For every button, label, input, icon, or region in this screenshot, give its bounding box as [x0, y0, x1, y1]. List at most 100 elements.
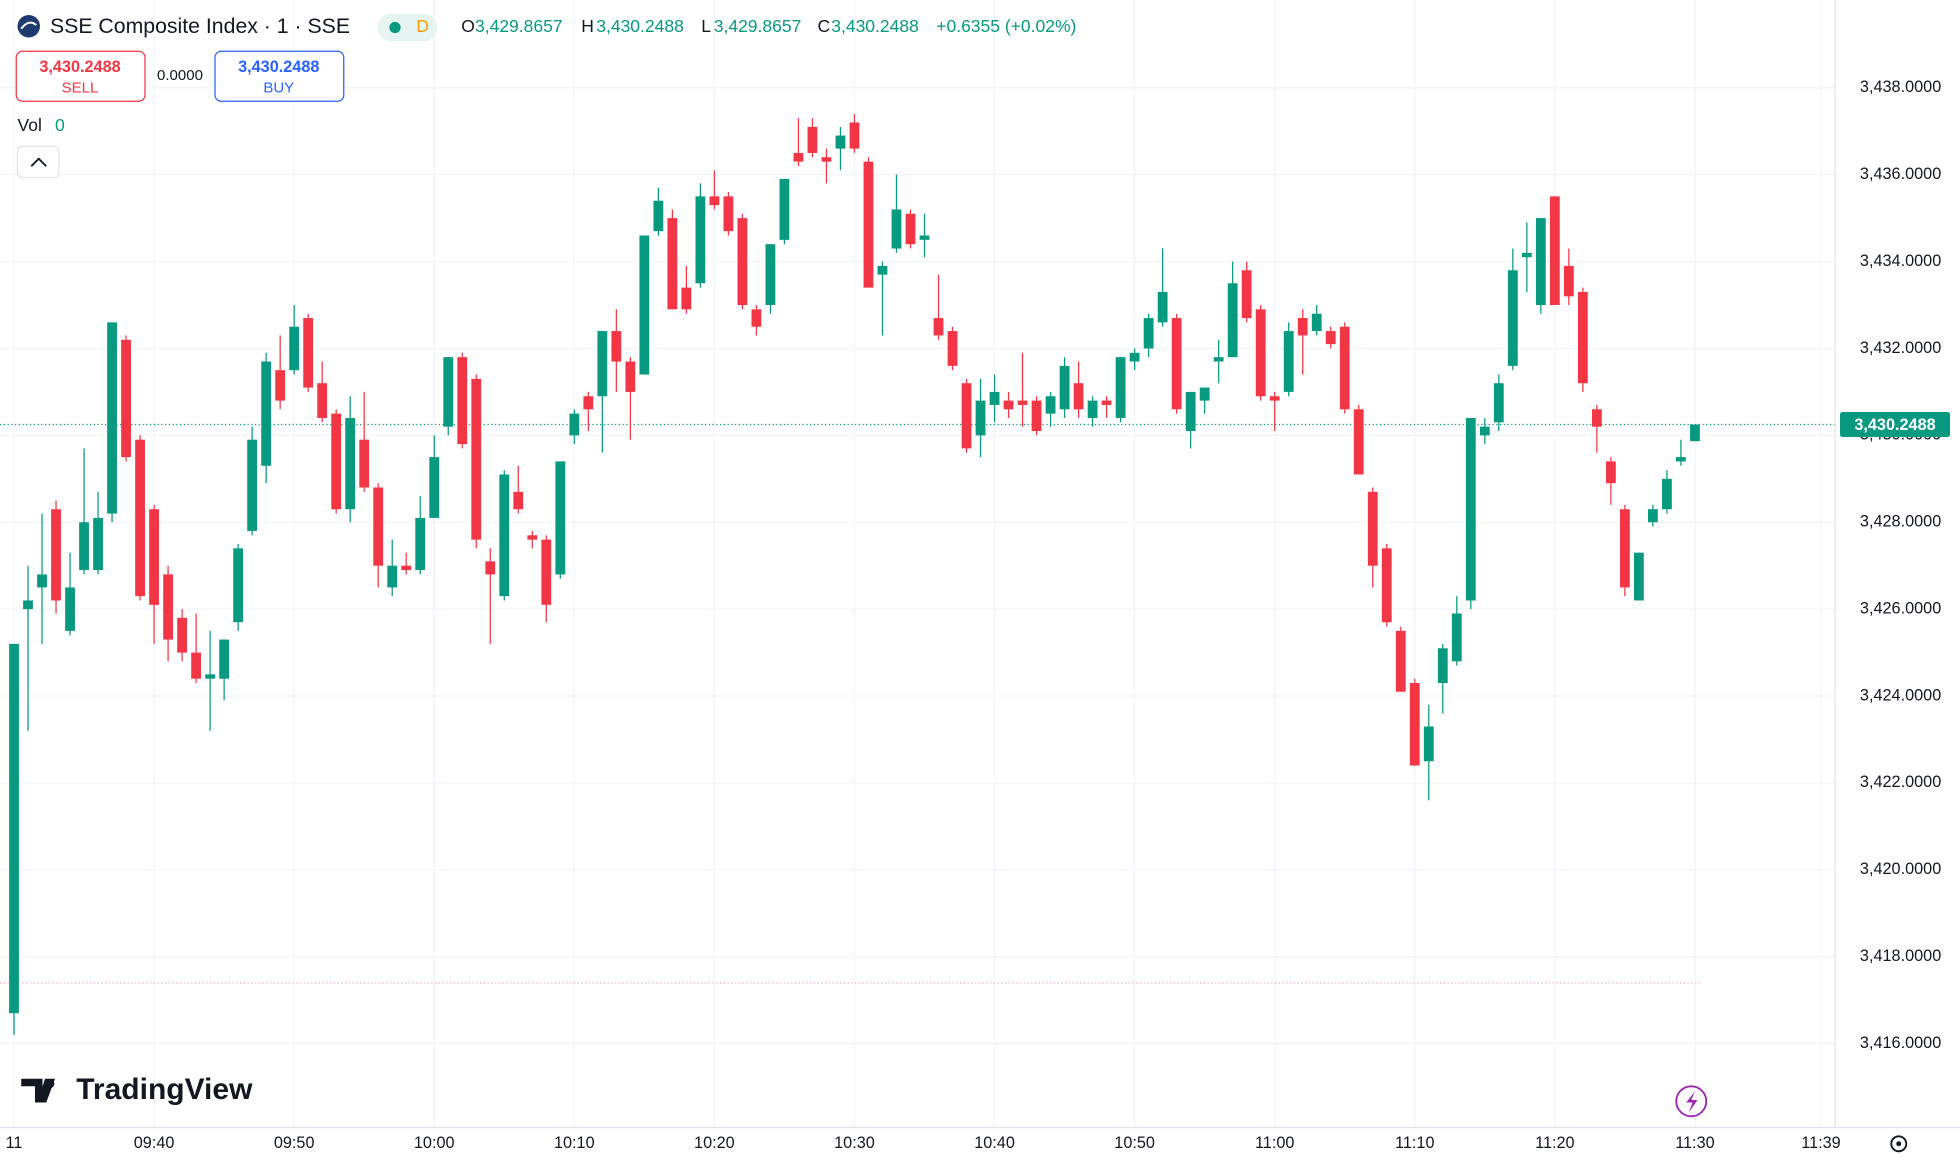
candle-body	[1171, 318, 1182, 410]
candle-body	[681, 287, 692, 310]
candle-body	[303, 318, 314, 388]
y-tick-label: 3,428.0000	[1860, 513, 1941, 531]
candle-body	[933, 318, 944, 336]
y-tick-label: 3,422.0000	[1860, 773, 1941, 791]
candle-body	[583, 396, 594, 410]
candle-body	[471, 378, 482, 540]
candle-body	[23, 600, 33, 610]
x-tick-label: 10:20	[694, 1134, 735, 1152]
y-tick-label: 3,432.0000	[1860, 339, 1941, 357]
candle-body	[443, 357, 454, 427]
candle-body	[1549, 196, 1560, 306]
candle-body	[1241, 270, 1252, 319]
candle-body	[989, 391, 1000, 405]
candle-body	[1213, 357, 1224, 362]
x-tick-label: 11:10	[1395, 1134, 1434, 1152]
candle-body	[905, 213, 916, 245]
candle-body	[149, 509, 159, 605]
status-dot	[389, 21, 401, 34]
candle-body	[1017, 400, 1028, 405]
x-tick-label: 11:20	[1535, 1134, 1574, 1152]
candle-body	[1129, 352, 1140, 362]
market-status: D	[416, 16, 429, 36]
buy-button[interactable]	[214, 50, 345, 102]
x-tick-label: 11:39	[1801, 1134, 1840, 1152]
candle-body	[1045, 396, 1056, 414]
candle-body	[695, 196, 706, 284]
candle-body	[1059, 365, 1070, 410]
candle-body	[611, 331, 622, 362]
collapse-button[interactable]	[16, 145, 60, 179]
buy-price: 3,430.2488	[238, 58, 319, 76]
candle-body	[9, 643, 19, 1014]
candle-body	[1395, 630, 1406, 692]
settings-button[interactable]	[1890, 1135, 1908, 1153]
x-tick-label: 09:40	[134, 1134, 175, 1152]
candle-body	[163, 574, 173, 640]
candle-body	[373, 487, 384, 566]
symbol-title[interactable]: SSE Composite Index · 1 · SSE	[50, 14, 350, 38]
candle-body	[877, 265, 888, 275]
candle-body	[1647, 509, 1658, 523]
candle-body	[1690, 424, 1700, 442]
candle-body	[345, 417, 356, 510]
candle-body	[317, 383, 328, 418]
candle-body	[191, 652, 202, 679]
candle-body	[1227, 283, 1238, 358]
candle-body	[597, 331, 608, 397]
symbol-logo-mark	[20, 21, 37, 30]
sell-price: 3,430.2488	[39, 58, 120, 76]
last-price-tag	[1840, 412, 1950, 438]
candle-body	[541, 539, 552, 605]
candle-body	[1101, 400, 1112, 405]
candle-body	[387, 565, 398, 588]
candle-body	[499, 474, 510, 597]
candle-body	[1353, 409, 1364, 475]
candle-body	[1297, 318, 1308, 336]
candle-body	[765, 244, 776, 306]
x-tick-label: 11:00	[1255, 1134, 1294, 1152]
candle-body	[289, 326, 300, 371]
candle-body	[667, 218, 678, 310]
sell-button[interactable]	[15, 50, 146, 102]
y-tick-label: 3,426.0000	[1860, 599, 1941, 617]
candle-body	[1143, 318, 1154, 349]
volume-label: Vol	[18, 115, 42, 135]
candle-body	[205, 674, 216, 679]
candle-body	[1003, 400, 1014, 410]
candle-body	[401, 565, 412, 571]
candle-body	[709, 196, 720, 206]
ohlc-label: H	[581, 16, 594, 36]
candle-body	[1633, 552, 1644, 601]
candle-body	[569, 413, 580, 436]
ohlc-label: C	[818, 16, 831, 36]
candle-body	[177, 617, 188, 653]
candle-body	[359, 439, 370, 488]
candle-body	[625, 361, 636, 392]
candle-body	[863, 161, 874, 288]
ohlc-label: O	[461, 16, 475, 36]
candle-body	[107, 322, 117, 514]
candle-body	[1662, 478, 1672, 510]
candle-body	[1423, 726, 1434, 762]
candle-body	[737, 218, 748, 306]
candle-body	[751, 309, 762, 327]
y-tick-label: 3,438.0000	[1860, 78, 1941, 96]
x-tick-label: 10:00	[414, 1134, 455, 1152]
candle-body	[723, 196, 734, 232]
candle-body	[1367, 491, 1378, 566]
y-tick-label: 3,420.0000	[1860, 860, 1941, 878]
brand-name: TradingView	[76, 1073, 253, 1106]
alert-icon	[1686, 1091, 1698, 1113]
candle-body	[1199, 387, 1210, 401]
candle-body	[1535, 218, 1546, 306]
y-tick-label: 3,418.0000	[1860, 947, 1941, 965]
volume-value: 0	[55, 115, 65, 135]
candle-body	[1031, 400, 1042, 432]
candle-body	[65, 587, 75, 631]
candle-body	[1325, 331, 1336, 345]
candle-body	[51, 509, 61, 601]
status-pill[interactable]	[377, 13, 438, 42]
x-tick-label: 10:50	[1114, 1134, 1155, 1152]
